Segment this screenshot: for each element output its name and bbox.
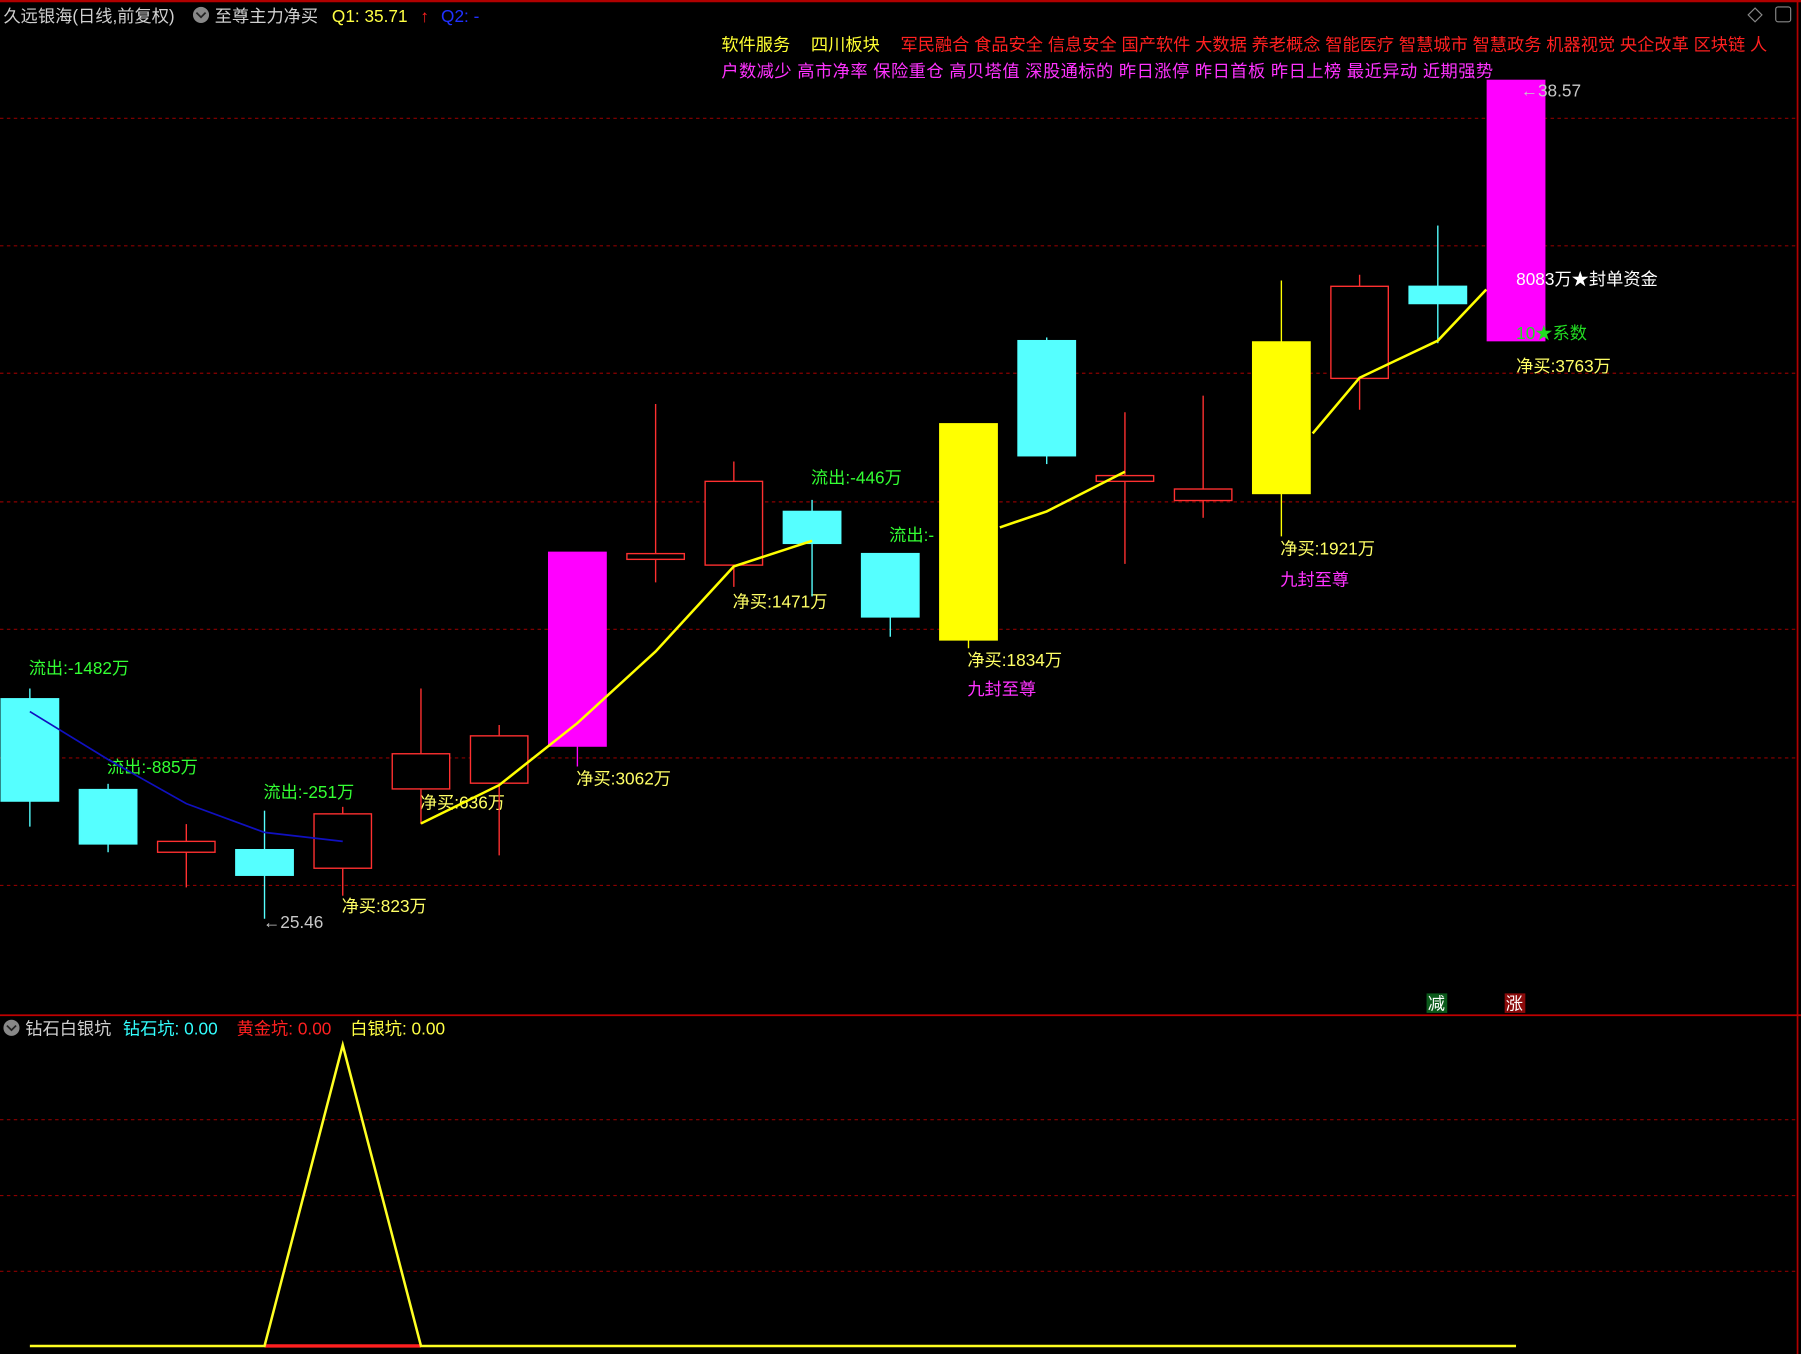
candle[interactable] (1251, 280, 1311, 537)
net-buy-last-label: 净买:3763万 (1516, 356, 1611, 376)
q2-value: Q2: - (441, 6, 479, 26)
signal-label: 净买:823万 (342, 896, 427, 916)
candle-body (156, 840, 216, 853)
yellow-ma-line (1311, 288, 1488, 435)
window-icon[interactable] (1775, 6, 1792, 23)
concept-tags-magenta[interactable]: 户数减少 高市净率 保险重仓 高贝塔值 深股通标的 昨日涨停 昨日首板 昨日上榜… (721, 61, 1493, 81)
candle-body (626, 552, 686, 561)
sub-dropdown-icon[interactable] (3, 1019, 20, 1036)
up-arrow-icon: ↑ (420, 6, 429, 26)
yellow-ma-line (420, 539, 813, 825)
candle[interactable] (1095, 412, 1155, 564)
sub-pane-title: 钻石白银坑 (25, 1019, 111, 1039)
dropdown-icon[interactable] (192, 6, 210, 23)
silver-pit-value: 白银坑: 0.00 (350, 1019, 445, 1039)
candle-body (1017, 339, 1077, 457)
candle[interactable] (782, 499, 842, 597)
signal-label: 流出:-251万 (263, 782, 354, 802)
candle[interactable] (469, 724, 529, 856)
stock-title: 久远银海(日线,前复权) (3, 6, 174, 26)
candle[interactable] (156, 824, 216, 888)
signal-label: 净买:3062万 (576, 768, 671, 788)
coef-label: 10★系数 (1516, 323, 1587, 343)
candle-body (235, 848, 294, 876)
signal-label: 流出:- (889, 525, 934, 545)
increase-badge[interactable] (1504, 993, 1526, 1013)
increase-badge-label: 涨 (1506, 993, 1523, 1013)
high-price-mark: ←38.57 (1521, 80, 1581, 100)
diamond-icon[interactable] (1747, 7, 1763, 23)
candle[interactable] (235, 810, 294, 919)
grid-lines (0, 117, 1798, 1272)
decrease-badge[interactable] (1426, 993, 1448, 1013)
candle[interactable] (860, 552, 920, 637)
candle[interactable] (1408, 225, 1468, 344)
candle-body (547, 551, 607, 747)
candle-body (939, 423, 998, 641)
silver-pit-series (29, 1040, 1517, 1348)
candle-body (1330, 285, 1389, 380)
candle-body (78, 788, 138, 845)
tag-sichuan[interactable]: 四川板块 (811, 35, 880, 55)
blue-ma-line (29, 710, 343, 843)
signal-label: 净买:1921万 (1280, 539, 1375, 559)
candle[interactable] (939, 423, 998, 649)
candle-body (704, 480, 764, 566)
candle[interactable] (1017, 337, 1077, 465)
candle-body (782, 510, 842, 545)
tag-software[interactable]: 软件服务 (721, 35, 790, 55)
candle[interactable] (0, 688, 60, 827)
signal-label: 九封至尊 (967, 679, 1036, 699)
candle-body (1251, 341, 1311, 495)
candle[interactable] (1330, 274, 1389, 410)
candle-body (469, 735, 529, 784)
ma-lines (29, 288, 1488, 843)
signal-label: 流出:-446万 (811, 467, 902, 487)
candles (0, 79, 1546, 919)
candle-body (860, 552, 920, 618)
candle-body (1486, 79, 1546, 342)
q1-value: Q1: 35.71 (332, 6, 408, 26)
candle[interactable] (1486, 79, 1546, 342)
silver-pit-line (29, 1040, 1517, 1348)
candle-body (0, 698, 60, 802)
signal-labels: 流出:-1482万流出:-885万流出:-251万净买:823万净买:636万净… (29, 467, 1375, 915)
candle[interactable] (547, 551, 607, 767)
gold-pit-value: 黄金坑: 0.00 (237, 1019, 332, 1039)
indicator-name: 至尊主力净买 (215, 6, 318, 26)
signal-label: 九封至尊 (1280, 570, 1349, 590)
candle-body (1173, 488, 1233, 502)
decrease-badge-label: 减 (1428, 993, 1445, 1013)
diamond-pit-value: 钻石坑: 0.00 (123, 1019, 218, 1039)
seal-fund-label: 8083万★封单资金 (1516, 269, 1658, 289)
signal-label: 净买:1834万 (967, 650, 1062, 670)
candle-body (1095, 474, 1155, 483)
concept-tags-red[interactable]: 军民融合 食品安全 信息安全 国产软件 大数据 养老概念 智能医疗 智慧城市 智… (901, 35, 1768, 55)
candle-body (391, 753, 451, 790)
signal-label: 流出:-1482万 (29, 658, 129, 678)
signal-label: 净买:1471万 (733, 592, 828, 612)
candle[interactable] (78, 783, 138, 853)
candle[interactable] (1173, 395, 1233, 518)
candle[interactable] (391, 688, 451, 825)
candle[interactable] (626, 403, 686, 583)
low-price-mark: ←25.46 (263, 912, 323, 932)
yellow-ma-line (999, 470, 1126, 529)
candle-body (1408, 285, 1468, 305)
